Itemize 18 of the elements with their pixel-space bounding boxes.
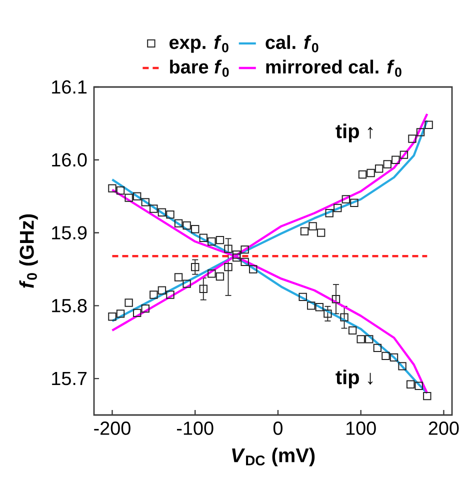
x-axis-title: V$_{DC}$ (mV) — [232, 448, 315, 466]
y-tick-label: 16.0 — [52, 153, 87, 167]
y-tick-label: 15.9 — [52, 226, 87, 240]
x-tick-label: -100 — [177, 422, 214, 435]
y-tick-label: 16.1 — [52, 80, 87, 94]
annotation: tip ↑ — [336, 124, 373, 142]
x-tick-label: 100 — [346, 422, 376, 435]
x-tick-label: -200 — [94, 422, 130, 435]
legend-label: exp. f$_{0}$ — [170, 35, 228, 53]
annotation: tip ↓ — [336, 370, 373, 388]
legend-label: mirrored cal. f$_{0}$ — [266, 60, 402, 77]
x-tick-label: 0 — [273, 422, 282, 435]
x-tick-label: 200 — [428, 422, 459, 435]
legend-label: bare f$_{0}$ — [170, 60, 229, 77]
legend-label: cal. f$_{0}$ — [266, 35, 318, 52]
y-tick-label: 15.8 — [52, 298, 87, 312]
y-tick-label: 15.7 — [52, 372, 87, 386]
y-axis-title: f$_{0}$ (GHz) — [19, 214, 38, 288]
